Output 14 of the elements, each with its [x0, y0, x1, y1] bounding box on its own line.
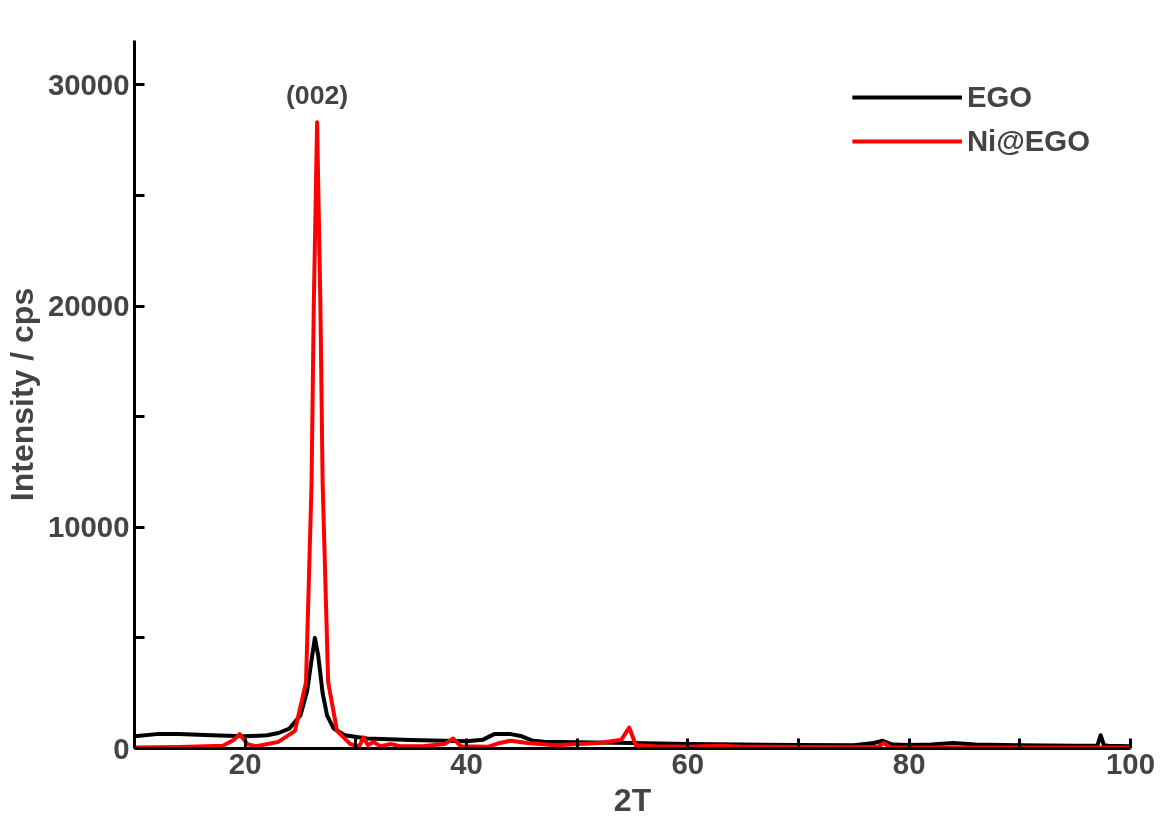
x-tick-label: 100 [1106, 746, 1155, 780]
y-axis-title: Intensity / cps [3, 287, 40, 502]
legend-label: EGO [966, 80, 1033, 114]
y-tick-label: 20000 [47, 289, 130, 322]
x-tick-label: 40 [450, 746, 483, 780]
x-axis-title: 2T [613, 781, 652, 818]
x-tick-label: 20 [228, 746, 262, 780]
y-tick-label: 10000 [47, 510, 130, 544]
y-tick-label: 30000 [47, 67, 130, 101]
annotation: (002) [285, 80, 349, 111]
y-tick-label: 0 [113, 731, 130, 765]
x-tick-label: 60 [671, 746, 705, 780]
legend-label: Ni@EGO [966, 124, 1090, 158]
x-tick-label: 80 [892, 746, 926, 780]
